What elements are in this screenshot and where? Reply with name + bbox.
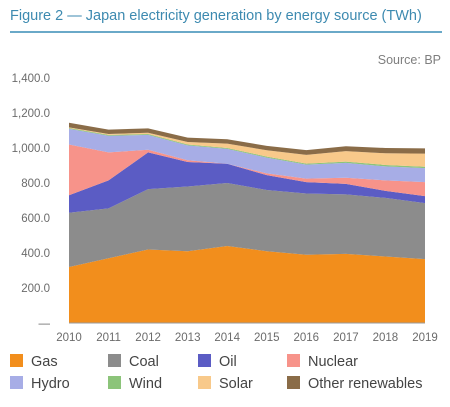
- legend-item-nuclear: Nuclear: [287, 352, 358, 372]
- y-tick-label: 1,400.0: [12, 73, 50, 85]
- legend-swatch: [10, 354, 23, 367]
- legend-swatch: [10, 376, 23, 389]
- legend-label: Coal: [129, 354, 159, 370]
- x-tick-label: 2011: [96, 332, 121, 344]
- legend-label: Nuclear: [308, 354, 358, 370]
- x-tick-label: 2019: [412, 332, 438, 344]
- x-tick-label: 2017: [333, 332, 359, 344]
- legend-item-coal: Coal: [108, 352, 159, 372]
- y-tick-label: 600.0: [21, 213, 50, 225]
- y-tick-label: —: [39, 318, 51, 330]
- y-tick-label: 1,000.0: [12, 143, 50, 155]
- legend-item-other-renewables: Other renewables: [287, 374, 422, 394]
- legend-item-hydro: Hydro: [10, 374, 70, 394]
- legend-item-wind: Wind: [108, 374, 162, 394]
- legend-swatch: [287, 354, 300, 367]
- area-solar: [69, 127, 425, 167]
- x-tick-label: 2012: [135, 332, 161, 344]
- area-hydro: [69, 128, 425, 183]
- legend: Gas Coal Oil Nuclear Hydro Wind Solar Other ren…: [10, 352, 445, 402]
- y-tick-label: 400.0: [21, 248, 50, 260]
- legend-swatch: [287, 376, 300, 389]
- source-label: Source: BP: [378, 53, 441, 67]
- legend-swatch: [198, 376, 211, 389]
- y-tick-label: 200.0: [21, 283, 50, 295]
- legend-label: Wind: [129, 376, 163, 392]
- x-tick-label: 2010: [56, 332, 82, 344]
- figure-title: Figure 2 — Japan electricity generation …: [10, 8, 422, 24]
- legend-item-solar: Solar: [198, 374, 253, 394]
- area-coal: [69, 183, 425, 267]
- legend-label: Oil: [219, 354, 237, 370]
- y-tick-label: 1,200.0: [12, 108, 50, 120]
- x-tick-label: 2014: [214, 332, 240, 344]
- x-axis: 2010 2011 2012 2013 2014 2015 2016 2017 2018 2019: [56, 322, 438, 344]
- x-tick-label: 2018: [373, 332, 399, 344]
- x-tick-label: 2016: [294, 332, 320, 344]
- legend-label: Other renewables: [308, 376, 423, 392]
- y-tick-label: 800.0: [21, 178, 50, 190]
- legend-item-gas: Gas: [10, 352, 58, 372]
- area-oil: [69, 152, 425, 213]
- legend-swatch: [108, 354, 121, 367]
- x-tick-label: 2013: [175, 332, 201, 344]
- stacked-area-chart: Source: BP — 200.0 400.0 600.0 800.0 1,000.0 1…: [12, 53, 441, 344]
- title-divider: [10, 31, 442, 33]
- legend-swatch: [198, 354, 211, 367]
- x-tick-label: 2015: [254, 332, 280, 344]
- legend-item-oil: Oil: [198, 352, 237, 372]
- area-other-renewables: [69, 122, 425, 155]
- area-layers: [69, 122, 425, 323]
- area-nuclear: [69, 144, 425, 197]
- legend-swatch: [108, 376, 121, 389]
- y-axis: — 200.0 400.0 600.0 800.0 1,000.0 1,200.0 1,400…: [12, 73, 51, 330]
- legend-label: Solar: [219, 376, 253, 392]
- legend-label: Gas: [31, 354, 58, 370]
- area-gas: [69, 246, 425, 323]
- legend-label: Hydro: [31, 376, 70, 392]
